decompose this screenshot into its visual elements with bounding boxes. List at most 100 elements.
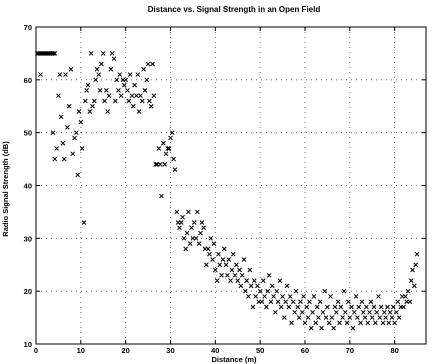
data-point xyxy=(295,304,301,310)
data-point xyxy=(38,72,43,77)
x-tick-label: 60 xyxy=(301,346,309,355)
data-point xyxy=(196,241,202,246)
data-point xyxy=(81,220,87,225)
data-point xyxy=(262,294,267,299)
data-point xyxy=(138,93,143,99)
data-point xyxy=(247,267,253,273)
data-point xyxy=(360,309,366,315)
data-point xyxy=(139,98,145,104)
data-point xyxy=(104,88,109,93)
y-tick-label: 50 xyxy=(24,129,32,138)
data-point xyxy=(169,130,175,136)
data-point xyxy=(219,272,224,278)
data-point xyxy=(207,251,212,257)
data-point xyxy=(65,125,70,130)
data-point xyxy=(403,294,408,299)
data-point xyxy=(177,225,182,231)
data-point xyxy=(328,294,333,299)
data-point xyxy=(326,320,332,326)
data-point xyxy=(283,299,289,305)
data-point xyxy=(97,88,103,93)
data-point xyxy=(171,156,176,162)
data-point xyxy=(246,294,251,299)
data-point xyxy=(320,309,326,315)
data-point xyxy=(278,304,284,310)
data-point xyxy=(389,315,395,320)
data-point xyxy=(260,278,266,283)
data-point xyxy=(376,294,381,299)
data-point xyxy=(255,283,260,289)
data-point xyxy=(162,162,168,167)
data-point xyxy=(214,278,220,283)
data-point xyxy=(141,66,146,72)
data-point xyxy=(251,278,257,283)
data-point xyxy=(125,88,130,93)
data-point xyxy=(88,51,94,56)
data-point xyxy=(337,320,342,326)
data-point xyxy=(66,103,72,109)
data-point xyxy=(198,230,203,236)
data-point xyxy=(72,135,77,141)
data-point xyxy=(93,77,98,83)
data-point xyxy=(220,257,226,262)
data-point xyxy=(341,288,347,294)
data-point xyxy=(61,156,67,162)
data-point xyxy=(56,93,61,99)
data-point xyxy=(356,304,362,310)
data-point xyxy=(386,320,392,326)
x-tick-labels: 0 10 20 30 40 50 60 70 80 xyxy=(34,346,399,355)
data-point xyxy=(319,325,324,331)
data-point xyxy=(150,61,155,67)
data-point xyxy=(223,262,229,268)
data-point xyxy=(165,146,171,151)
x-tick-label: 20 xyxy=(121,346,129,355)
data-point xyxy=(313,320,319,326)
data-point xyxy=(349,304,354,310)
data-point xyxy=(378,304,384,310)
data-point xyxy=(286,304,292,310)
data-point xyxy=(237,267,242,273)
data-point xyxy=(186,209,191,215)
data-point xyxy=(212,267,218,273)
y-tick-label: 10 xyxy=(24,340,32,349)
data-point xyxy=(340,315,345,320)
data-point xyxy=(180,214,185,220)
data-point xyxy=(166,146,172,151)
data-point xyxy=(377,315,383,320)
data-point xyxy=(372,320,378,326)
data-point xyxy=(60,140,66,146)
data-point xyxy=(380,320,386,326)
data-point xyxy=(387,309,393,315)
data-point xyxy=(229,267,235,273)
data-point xyxy=(371,304,377,310)
y-tick-label: 70 xyxy=(24,23,32,32)
data-point xyxy=(317,299,323,305)
data-point xyxy=(358,320,363,326)
data-point xyxy=(253,294,259,299)
y-tick-label: 60 xyxy=(24,76,32,85)
data-point xyxy=(290,299,296,305)
data-point xyxy=(342,309,348,315)
data-point xyxy=(302,320,308,326)
data-point xyxy=(157,162,163,167)
data-point xyxy=(52,156,58,162)
data-point xyxy=(298,299,303,305)
data-point xyxy=(199,220,205,225)
chart-title: Distance vs. Signal Strength in an Open … xyxy=(148,5,321,14)
data-point xyxy=(108,66,114,72)
y-tick-label: 30 xyxy=(24,234,32,243)
data-point xyxy=(195,209,200,215)
data-point xyxy=(148,103,154,109)
data-point xyxy=(174,209,180,215)
y-tick-label: 20 xyxy=(24,287,32,296)
data-point xyxy=(51,51,56,56)
data-point xyxy=(332,304,338,310)
data-point xyxy=(333,309,339,315)
data-point xyxy=(151,93,157,99)
data-point xyxy=(264,304,269,310)
x-tick-label: 30 xyxy=(166,346,174,355)
data-point xyxy=(268,299,274,305)
data-point xyxy=(96,72,102,77)
data-point xyxy=(132,82,137,88)
data-point xyxy=(266,272,272,278)
